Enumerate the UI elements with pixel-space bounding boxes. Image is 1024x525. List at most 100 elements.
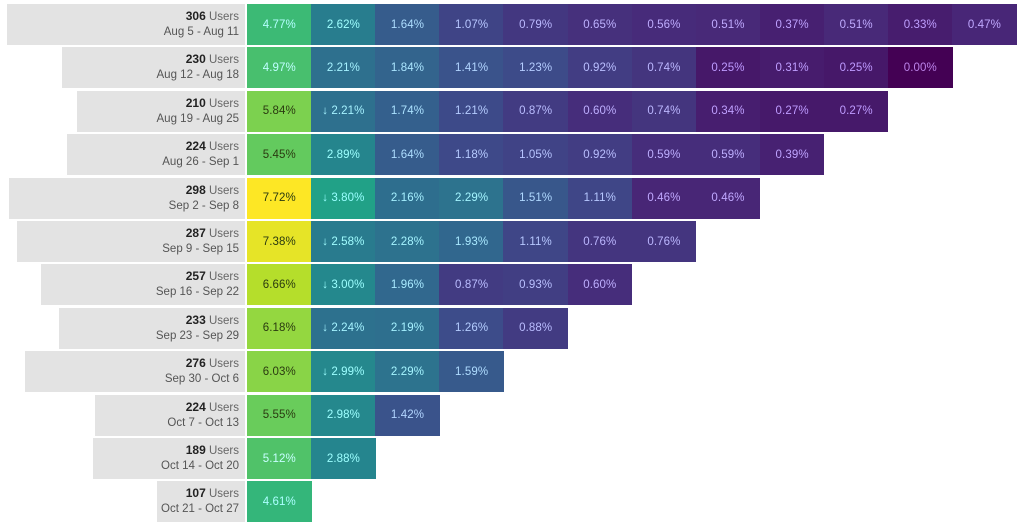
cohort-label-bar: 306 Users Aug 5 - Aug 11 xyxy=(7,4,245,45)
retention-cell[interactable]: 2.29% xyxy=(375,351,440,393)
retention-cell[interactable]: 7.38% xyxy=(247,221,312,262)
retention-cell[interactable]: 1.96% xyxy=(375,264,440,306)
retention-cell[interactable]: 0.74% xyxy=(631,47,697,89)
retention-cell[interactable]: ↓ 2.24% xyxy=(311,307,376,349)
retention-cell[interactable]: 1.05% xyxy=(503,134,568,176)
retention-cell[interactable]: 6.03% xyxy=(247,351,312,393)
retention-cell[interactable]: ↓ 2.58% xyxy=(311,221,376,262)
retention-cell[interactable]: 0.34% xyxy=(695,90,761,132)
retention-cell[interactable]: 5.12% xyxy=(247,438,312,479)
retention-cell[interactable]: 2.21% xyxy=(311,47,376,89)
retention-cell[interactable]: 0.27% xyxy=(759,90,825,132)
retention-cell[interactable]: 0.56% xyxy=(631,4,697,45)
retention-cell[interactable]: 0.46% xyxy=(631,177,697,219)
retention-cell[interactable]: 1.26% xyxy=(439,307,504,349)
retention-cell[interactable]: 2.89% xyxy=(311,134,376,176)
cohort-label: 230 Users Aug 12 - Aug 18 xyxy=(157,52,239,83)
cohort-label: 107 Users Oct 21 - Oct 27 xyxy=(161,486,239,517)
retention-cell[interactable]: 5.55% xyxy=(247,394,312,436)
cohort-label: 298 Users Sep 2 - Sep 8 xyxy=(169,183,239,214)
retention-cell[interactable]: 5.45% xyxy=(247,134,312,176)
retention-cell[interactable]: 0.51% xyxy=(695,4,761,45)
retention-cell[interactable]: 0.76% xyxy=(631,221,697,262)
retention-cell[interactable]: 0.92% xyxy=(567,134,633,176)
retention-cell[interactable]: 0.25% xyxy=(695,47,761,89)
retention-cell[interactable]: 1.18% xyxy=(439,134,504,176)
cohort-date-range: Aug 5 - Aug 11 xyxy=(163,26,239,38)
retention-cell[interactable]: 1.21% xyxy=(439,90,504,132)
cohort-date-range: Sep 2 - Sep 8 xyxy=(168,199,239,212)
retention-cell[interactable]: 0.60% xyxy=(567,90,633,132)
retention-cell[interactable]: 0.74% xyxy=(631,90,697,132)
retention-cell[interactable]: 2.62% xyxy=(311,4,376,45)
retention-cell[interactable]: 1.41% xyxy=(439,47,504,89)
retention-cell[interactable]: 0.00% xyxy=(888,47,953,89)
retention-cell[interactable]: 2.88% xyxy=(311,438,376,479)
retention-cell[interactable]: 1.59% xyxy=(439,351,504,393)
retention-cell[interactable]: 4.61% xyxy=(247,481,312,523)
retention-cell[interactable]: 0.76% xyxy=(567,221,633,262)
retention-cell[interactable]: 2.29% xyxy=(439,177,504,219)
cohort-user-count: 224 xyxy=(185,399,206,414)
retention-cell[interactable]: 0.79% xyxy=(503,4,568,45)
cohort-label: 224 Users Aug 26 - Sep 1 xyxy=(162,139,239,170)
retention-cell[interactable]: 1.11% xyxy=(503,221,568,262)
retention-cell[interactable]: 6.66% xyxy=(247,264,312,306)
retention-cell[interactable]: 2.28% xyxy=(375,221,440,262)
retention-cell[interactable]: ↓ 2.99% xyxy=(311,351,376,393)
retention-cell[interactable]: 0.87% xyxy=(503,90,568,132)
retention-cell[interactable]: 2.16% xyxy=(375,177,440,219)
cohort-label-bar: 210 Users Aug 19 - Aug 25 xyxy=(77,90,245,132)
cohort-label: 287 Users Sep 9 - Sep 15 xyxy=(162,226,239,257)
retention-cell[interactable]: 0.93% xyxy=(503,264,568,306)
cohort-label-bar: 224 Users Aug 26 - Sep 1 xyxy=(67,134,245,176)
retention-cell[interactable]: 0.92% xyxy=(567,47,633,89)
retention-cell[interactable]: 2.19% xyxy=(375,307,440,349)
retention-cell[interactable]: 1.51% xyxy=(503,177,568,219)
retention-cell[interactable]: 0.27% xyxy=(823,90,889,132)
retention-cell[interactable]: 0.33% xyxy=(888,4,953,45)
cohort-date-range: Oct 21 - Oct 27 xyxy=(161,503,239,516)
retention-cell[interactable]: 0.39% xyxy=(759,134,825,176)
retention-cell[interactable]: 1.23% xyxy=(503,47,568,89)
retention-cell[interactable]: 4.97% xyxy=(247,47,312,89)
retention-cell[interactable]: 1.42% xyxy=(375,394,440,436)
retention-cell[interactable]: 0.87% xyxy=(439,264,504,306)
retention-cell[interactable]: 1.11% xyxy=(567,177,633,219)
cohort-label-bar: 230 Users Aug 12 - Aug 18 xyxy=(62,47,245,89)
retention-cell[interactable]: 0.47% xyxy=(952,4,1017,45)
cohort-label-bar: 298 Users Sep 2 - Sep 8 xyxy=(9,177,245,219)
retention-cell[interactable]: 2.98% xyxy=(311,394,376,436)
retention-cell[interactable]: 0.46% xyxy=(695,177,761,219)
retention-cell[interactable]: 0.37% xyxy=(759,4,825,45)
cohort-user-count: 276 xyxy=(185,356,206,371)
retention-cell[interactable]: 0.59% xyxy=(695,134,761,176)
cohort-user-unit: Users xyxy=(205,11,239,23)
retention-cell[interactable]: 1.93% xyxy=(439,221,504,262)
retention-cell[interactable]: 4.77% xyxy=(247,4,312,45)
retention-cell[interactable]: 0.25% xyxy=(823,47,889,89)
retention-cell[interactable]: 0.88% xyxy=(503,307,568,349)
retention-cell[interactable]: 1.64% xyxy=(375,134,440,176)
retention-cell[interactable]: 0.65% xyxy=(567,4,633,45)
retention-cell[interactable]: 5.84% xyxy=(247,90,312,132)
cohort-user-unit: Users xyxy=(205,184,239,197)
cohort-label-bar: 287 Users Sep 9 - Sep 15 xyxy=(17,221,245,262)
retention-cell[interactable]: 0.59% xyxy=(631,134,697,176)
retention-cell[interactable]: 1.07% xyxy=(439,4,504,45)
retention-cell[interactable]: 1.74% xyxy=(375,90,440,132)
retention-cell[interactable]: ↓ 3.80% xyxy=(311,177,376,219)
retention-cell[interactable]: 1.84% xyxy=(375,47,440,89)
retention-cell[interactable]: 1.64% xyxy=(375,4,440,45)
cohort-user-unit: Users xyxy=(205,401,239,414)
retention-cell[interactable]: 0.51% xyxy=(823,4,889,45)
cohort-user-unit: Users xyxy=(205,97,239,110)
retention-cell[interactable]: 6.18% xyxy=(247,307,312,349)
cohort-date-range: Oct 14 - Oct 20 xyxy=(161,460,239,472)
retention-cell[interactable]: ↓ 3.00% xyxy=(311,264,376,306)
cohort-label-bar: 233 Users Sep 23 - Sep 29 xyxy=(59,307,245,349)
retention-cell[interactable]: 7.72% xyxy=(247,177,312,219)
retention-cell[interactable]: 0.60% xyxy=(567,264,633,306)
retention-cell[interactable]: ↓ 2.21% xyxy=(311,90,376,132)
retention-cell[interactable]: 0.31% xyxy=(759,47,825,89)
